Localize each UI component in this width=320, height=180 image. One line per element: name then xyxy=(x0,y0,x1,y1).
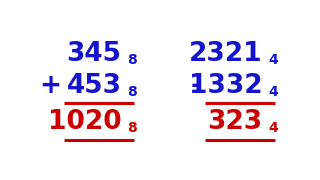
Text: 1020: 1020 xyxy=(48,109,122,135)
Text: Addition & Subtraction (Number Bases): Addition & Subtraction (Number Bases) xyxy=(5,9,315,23)
Text: 8: 8 xyxy=(127,85,137,99)
Text: 4: 4 xyxy=(268,53,278,67)
Text: -: - xyxy=(191,73,202,99)
Text: 2321: 2321 xyxy=(189,41,262,67)
Text: 1332: 1332 xyxy=(189,73,262,99)
Text: 8: 8 xyxy=(127,53,137,67)
Text: 8: 8 xyxy=(127,121,137,135)
Text: 453: 453 xyxy=(67,73,122,99)
Text: 345: 345 xyxy=(67,41,122,67)
Text: 323: 323 xyxy=(207,109,262,135)
Text: 4: 4 xyxy=(268,121,278,135)
Text: 4: 4 xyxy=(268,85,278,99)
Text: +: + xyxy=(39,73,61,99)
